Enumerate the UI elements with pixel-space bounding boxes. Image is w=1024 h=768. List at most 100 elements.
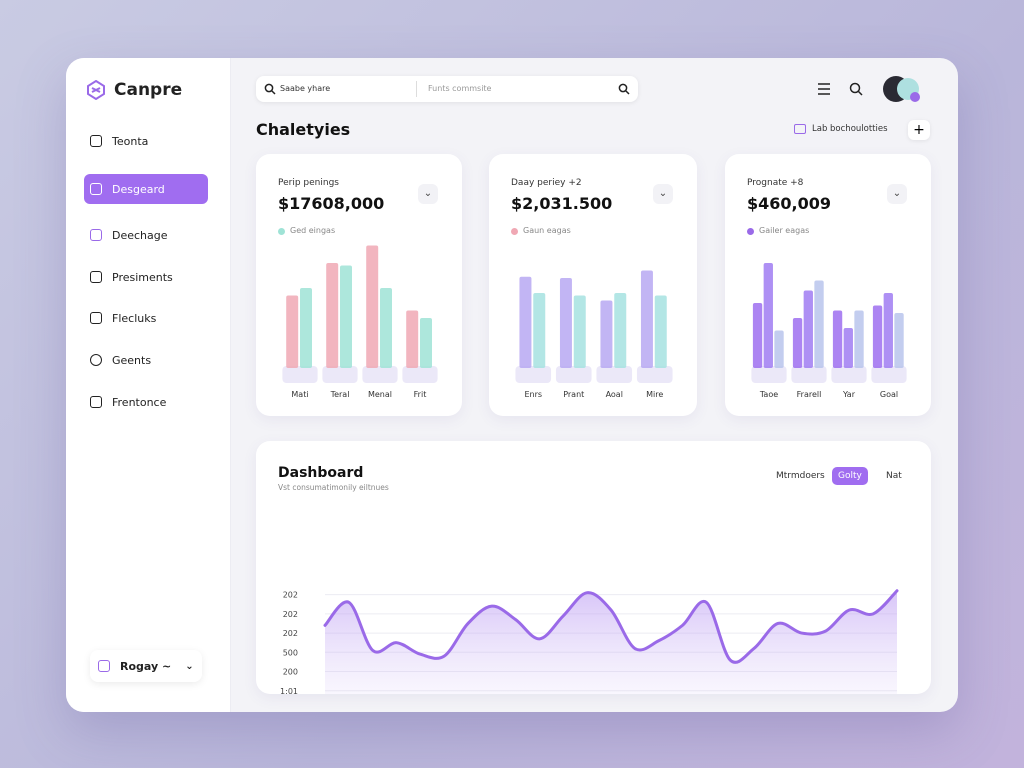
x-tick-label: Prant	[563, 390, 584, 399]
bar-base	[831, 366, 867, 383]
bar	[854, 310, 864, 368]
legend-dot	[747, 228, 754, 235]
bar	[654, 295, 667, 368]
brand: Canpre	[86, 80, 182, 100]
legend-dot	[511, 228, 518, 235]
nav-icon	[90, 271, 102, 283]
dropdown[interactable]: ⌄	[418, 184, 438, 204]
bar-base	[515, 366, 552, 383]
bar	[614, 293, 627, 368]
bar	[326, 263, 339, 368]
dropdown[interactable]: ⌄	[653, 184, 673, 204]
x-tick-label: Taoe	[759, 390, 778, 399]
search-icon	[264, 83, 276, 95]
y-tick-label: 200	[283, 668, 298, 677]
bar	[832, 310, 843, 368]
nav-label: Frentonce	[112, 395, 167, 409]
nav-item[interactable]: Frentonce	[84, 387, 208, 417]
nav-item[interactable]: Desgeard	[84, 174, 208, 204]
bar	[814, 280, 824, 368]
x-tick-label: Frit	[414, 390, 427, 399]
nav-item[interactable]: Geents	[84, 345, 208, 375]
nav-item[interactable]: Teonta	[84, 126, 208, 156]
nav-item[interactable]: Presiments	[84, 262, 208, 292]
divider	[416, 81, 417, 97]
nav-label: Desgeard	[112, 182, 165, 196]
user-name: Rogay ~	[120, 659, 172, 673]
search-icon	[618, 83, 630, 95]
user-icon	[98, 660, 110, 672]
card-legend: Gailer eagas	[759, 226, 810, 235]
brand-name: Canpre	[114, 80, 183, 100]
y-tick-label: 202	[283, 629, 298, 638]
bar-base	[555, 366, 592, 383]
metric-card: Perip penings $17608,000 Ged eingas ⌄ Ma…	[256, 154, 462, 416]
card-label: Prognate +8	[747, 178, 804, 188]
toolbar-label: Lab bochoulotties	[812, 124, 888, 134]
tab[interactable]: Nat	[886, 471, 902, 481]
bar	[519, 276, 532, 368]
bar-base	[751, 366, 787, 383]
nav-icon	[90, 183, 102, 195]
card-label: Daay periey +2	[511, 178, 582, 188]
nav-label: Teonta	[112, 134, 149, 148]
menu-button[interactable]	[818, 83, 830, 95]
bar	[803, 290, 813, 368]
dropdown[interactable]: ⌄	[887, 184, 907, 204]
toolbar-button[interactable]: Lab bochoulotties	[794, 124, 888, 134]
bar	[573, 295, 586, 368]
bar	[300, 288, 312, 368]
bar	[752, 303, 763, 368]
bar-chart: Mati Teral Menal Frit	[282, 245, 438, 399]
x-tick-label: Menal	[368, 390, 392, 399]
metric-card: Prognate +8 $460,009 Gailer eagas ⌄ Taoe…	[725, 154, 931, 416]
search-bar[interactable]: Saabe yhare Funts commsite	[256, 76, 638, 102]
bar-base	[362, 366, 398, 383]
dashboard-title: Dashboard	[278, 465, 364, 481]
nav-item[interactable]: Flecluks	[84, 303, 208, 333]
dashboard-subtitle: Vst consumatimonily eiltnues	[278, 483, 389, 492]
bar-base	[322, 366, 358, 383]
brand-logo	[87, 80, 105, 100]
y-tick-label: 1:01	[280, 687, 298, 694]
bar	[340, 265, 352, 368]
card-value: $17608,000	[278, 194, 385, 213]
bar	[640, 270, 653, 368]
status-dot	[910, 92, 920, 102]
search-button[interactable]	[849, 82, 863, 96]
nav-icon	[90, 229, 102, 241]
bar	[872, 305, 883, 368]
bar-base	[791, 366, 827, 383]
y-tick-label: 202	[283, 610, 298, 619]
tab-active[interactable]: Golty	[832, 467, 868, 485]
x-tick-label: Enrs	[524, 390, 542, 399]
user-menu[interactable]: Rogay ~ ⌄	[90, 650, 202, 682]
nav-item[interactable]: Deechage	[84, 220, 208, 250]
bar	[533, 293, 546, 368]
x-tick-label: Yar	[842, 390, 856, 399]
card-label: Perip penings	[278, 178, 339, 188]
search-hint: Funts commsite	[428, 84, 492, 93]
chevron: ⌄	[185, 660, 194, 672]
nav-label: Deechage	[112, 228, 168, 242]
nav-icon	[90, 354, 102, 366]
bar	[774, 330, 784, 368]
line	[323, 589, 899, 664]
nav-icon	[90, 396, 102, 408]
add-button[interactable]: +	[908, 120, 930, 140]
app-window: Canpre Teonta Desgeard Deechage Presimen…	[66, 58, 958, 712]
y-tick-label: 500	[283, 648, 298, 657]
bar	[792, 318, 803, 368]
x-tick-label: Teral	[330, 390, 350, 399]
bar	[366, 245, 379, 368]
y-tick-label: 202	[283, 591, 298, 600]
card-legend: Gaun eagas	[523, 226, 571, 235]
bar-base	[282, 366, 318, 383]
x-tick-label: Mire	[646, 390, 663, 399]
bar	[286, 295, 299, 368]
x-tick-label: Frarell	[797, 390, 822, 399]
search-placeholder: Saabe yhare	[280, 84, 331, 93]
tab[interactable]: Mtrmdoers	[776, 471, 825, 481]
bar	[894, 313, 904, 368]
